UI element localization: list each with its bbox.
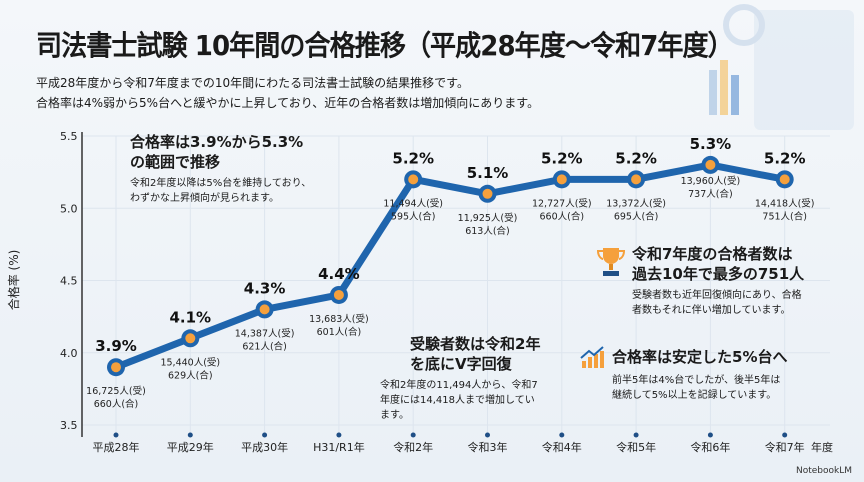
note-title: 合格率は3.9%から5.3%: [130, 133, 304, 151]
x-tick-dot: [782, 432, 788, 438]
note-body: 前半5年は4%台でしたが、後半5年は: [612, 375, 781, 386]
note-examinee-recovery: 受験者数は令和2年 を底にV字回復 令和2年度の11,494人から、令和7 年度…: [380, 334, 540, 423]
examinee-count: 13,683人(受): [309, 313, 369, 325]
x-tick-label: 令和4年: [542, 440, 582, 454]
note-body: 令和2年度以降は5%台を維持しており、: [130, 178, 312, 189]
examinee-count: 14,418人(受): [755, 197, 815, 209]
subtitle-line-1: 平成28年度から令和7年度までの10年間にわたる司法書士試験の結果推移です。: [36, 76, 469, 90]
x-tick-dot: [485, 432, 490, 438]
y-tick-label: 5.5: [60, 130, 78, 143]
x-tick-dot: [113, 432, 119, 438]
x-tick-label: H31/R1年: [313, 440, 365, 454]
y-tick-label: 5.0: [60, 202, 78, 215]
x-axis-label: 年度: [811, 440, 833, 454]
examinee-count: 14,387人(受): [235, 327, 295, 339]
x-tick-dot: [633, 432, 639, 438]
data-label: 5.2%: [541, 149, 583, 167]
note-stable-rate: 合格率は安定した5%台へ 前半5年は4%台でしたが、後半5年は 継続して5%以上…: [612, 347, 787, 403]
note-body: 令和2年度の11,494人から、令和7: [380, 380, 538, 391]
data-point: [185, 333, 196, 344]
data-point: [259, 304, 270, 315]
passer-count: 751人(合): [762, 210, 807, 222]
examinee-count: 15,440人(受): [160, 356, 220, 368]
y-axis-label: 合格率 (%): [6, 250, 21, 311]
data-point: [779, 174, 790, 185]
data-label: 4.4%: [318, 265, 360, 283]
data-label: 3.9%: [95, 337, 137, 355]
note-body: 者数もそれに伴い増加しています。: [632, 305, 791, 316]
note-title: 合格率は安定した5%台へ: [612, 348, 788, 366]
x-tick-label: 平成29年: [167, 440, 214, 454]
series-line: [114, 161, 786, 371]
x-tick-label: 令和2年: [393, 440, 433, 454]
examinee-count: 11,494人(受): [383, 197, 443, 209]
note-body: 年度には14,418人まで増加してい: [380, 395, 535, 406]
x-tick-label: 平成28年: [93, 440, 140, 454]
footer-brand: NotebookLM: [795, 466, 852, 476]
examinee-count: 13,372人(受): [606, 197, 666, 209]
passer-count: 660人(合): [540, 210, 585, 222]
examinee-count: 12,727人(受): [532, 197, 592, 209]
x-tick-label: 令和5年: [616, 440, 656, 454]
decorative-charts-icon: [709, 4, 854, 130]
note-title: の範囲で推移: [130, 153, 221, 171]
examinee-count: 11,925人(受): [458, 212, 518, 224]
passer-count: 660人(合): [94, 398, 139, 410]
data-point: [333, 289, 344, 300]
data-point: [631, 174, 642, 185]
data-label: 4.3%: [244, 279, 286, 297]
note-body: わずかな上昇傾向が見られます。: [130, 193, 279, 204]
page-title: 司法書士試験 10年間の合格推移（平成28年度〜令和7年度）: [36, 29, 734, 62]
y-tick-label: 4.5: [60, 275, 78, 288]
x-tick-dot: [187, 432, 193, 438]
passer-count: 629人(合): [168, 369, 213, 381]
note-title: 受験者数は令和2年: [410, 335, 541, 353]
data-label: 4.1%: [169, 308, 211, 326]
passer-count: 737人(合): [688, 188, 733, 200]
note-body: ます。: [380, 410, 409, 421]
note-title: を底にV字回復: [410, 355, 512, 373]
examinee-count: 13,960人(受): [681, 175, 741, 187]
x-tick-dot: [336, 432, 342, 438]
data-point: [556, 174, 567, 185]
passer-count: 695人(合): [614, 210, 659, 222]
examinee-count: 16,725人(受): [86, 385, 146, 397]
y-tick-label: 4.0: [60, 347, 78, 360]
note-body: 受験者数も近年回復傾向にあり、合格: [632, 290, 802, 301]
note-rate-range: 合格率は3.9%から5.3% の範囲で推移 令和2年度以降は5%台を維持しており…: [130, 132, 311, 206]
data-label: 5.2%: [764, 149, 806, 167]
note-most-passers: 令和7年度の合格者数は 過去10年で最多の751人 受験者数も近年回復傾向にあり…: [632, 244, 804, 318]
data-label: 5.2%: [615, 149, 657, 167]
x-tick-label: 令和6年: [690, 440, 730, 454]
bar-chart-up-icon: [580, 345, 606, 373]
data-point: [705, 159, 716, 170]
x-tick-label: 令和7年: [765, 440, 805, 454]
note-title: 過去10年で最多の751人: [632, 265, 805, 283]
data-label: 5.1%: [467, 164, 509, 182]
x-tick-label: 平成30年: [241, 440, 288, 454]
data-label: 5.3%: [690, 135, 732, 153]
data-point: [111, 362, 121, 373]
x-tick-dot: [559, 432, 565, 438]
data-label: 5.2%: [392, 149, 434, 167]
x-tick-dot: [410, 432, 416, 438]
x-tick-dot: [707, 432, 713, 438]
y-tick-label: 3.5: [60, 419, 78, 432]
x-tick-dot: [262, 432, 268, 438]
data-point: [408, 174, 419, 185]
x-tick-label: 令和3年: [468, 440, 508, 454]
note-body: 継続して5%以上を記録しています。: [612, 390, 777, 401]
subtitle-line-2: 合格率は4%弱から5%台へと緩やかに上昇しており、近年の合格者数は増加傾向にあり…: [36, 96, 540, 110]
note-title: 令和7年度の合格者数は: [632, 245, 793, 263]
passer-count: 601人(合): [317, 326, 362, 338]
passer-count: 621人(合): [242, 340, 287, 352]
trophy-icon: [596, 245, 626, 283]
data-point: [482, 188, 493, 199]
passer-count: 595人(合): [391, 210, 436, 222]
passer-count: 613人(合): [465, 225, 510, 237]
